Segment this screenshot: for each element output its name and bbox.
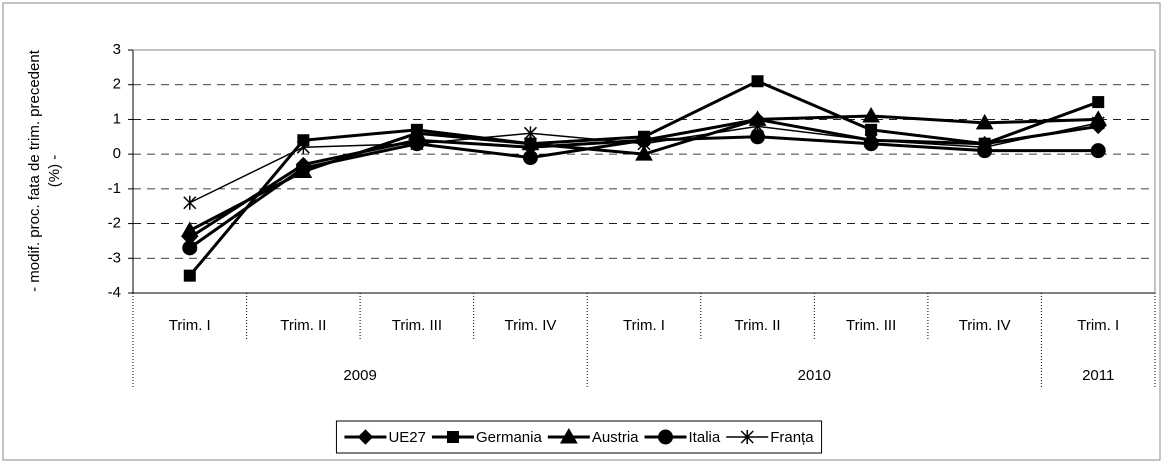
legend-marker bbox=[357, 429, 374, 445]
marker-square bbox=[1092, 96, 1105, 109]
y-tick-label: -1 bbox=[108, 180, 121, 197]
marker-asterisk bbox=[637, 136, 651, 151]
marker-asterisk bbox=[864, 133, 878, 148]
marker-square bbox=[183, 269, 196, 282]
legend-label: Italia bbox=[689, 429, 721, 446]
marker-asterisk bbox=[978, 140, 992, 155]
legend-label: UE27 bbox=[388, 429, 426, 446]
y-tick-label: 3 bbox=[113, 41, 121, 58]
x-tick-label: Trim. II bbox=[280, 317, 326, 334]
legend-marker bbox=[740, 430, 754, 444]
marker-triangle bbox=[521, 134, 540, 151]
x-tick-label: Trim. I bbox=[623, 317, 665, 334]
y-axis-title-line: (%) - bbox=[46, 155, 63, 188]
x-tick-label: Trim. III bbox=[392, 317, 442, 334]
marker-circle bbox=[522, 150, 538, 166]
marker-circle bbox=[1090, 143, 1106, 159]
x-tick-label: Trim. I bbox=[169, 317, 211, 334]
legend-marker bbox=[658, 429, 674, 445]
group-label: 2011 bbox=[1082, 367, 1114, 384]
y-tick-label: -3 bbox=[108, 249, 121, 266]
marker-triangle bbox=[180, 221, 199, 238]
x-tick-label: Trim. III bbox=[846, 317, 896, 334]
marker-asterisk bbox=[1091, 115, 1105, 130]
y-tick-label: -4 bbox=[108, 284, 121, 301]
x-tick-label: Trim. IV bbox=[504, 317, 556, 334]
legend-marker bbox=[559, 427, 578, 444]
x-tick-label: Trim. I bbox=[1077, 317, 1119, 334]
marker-triangle bbox=[975, 113, 994, 130]
y-tick-label: 1 bbox=[113, 110, 121, 127]
marker-circle bbox=[295, 160, 311, 176]
y-tick-label: -2 bbox=[108, 215, 121, 232]
y-tick-label: 0 bbox=[113, 145, 121, 162]
marker-asterisk bbox=[410, 136, 424, 151]
x-tick-label: Trim. IV bbox=[959, 317, 1011, 334]
marker-triangle bbox=[635, 145, 653, 161]
marker-asterisk bbox=[296, 140, 310, 155]
legend-marker bbox=[446, 431, 459, 443]
y-axis-title: - modif. proc. fata de trim. precedent (%… bbox=[26, 49, 63, 292]
x-tick-label: Trim. II bbox=[735, 317, 781, 334]
marker-circle bbox=[182, 240, 198, 256]
marker-asterisk bbox=[183, 195, 197, 210]
y-tick-label: 2 bbox=[113, 76, 121, 93]
y-axis-title-line: - modif. proc. fata de trim. precedent bbox=[26, 49, 43, 292]
legend-label: Germania bbox=[476, 429, 543, 446]
group-label: 2009 bbox=[343, 367, 376, 384]
group-label: 2010 bbox=[798, 367, 831, 384]
marker-triangle bbox=[862, 106, 880, 123]
legend-label: Franța bbox=[770, 429, 814, 446]
legend-label: Austria bbox=[592, 429, 639, 446]
marker-square bbox=[751, 75, 764, 88]
marker-asterisk bbox=[751, 119, 765, 134]
marker-asterisk bbox=[523, 126, 537, 141]
